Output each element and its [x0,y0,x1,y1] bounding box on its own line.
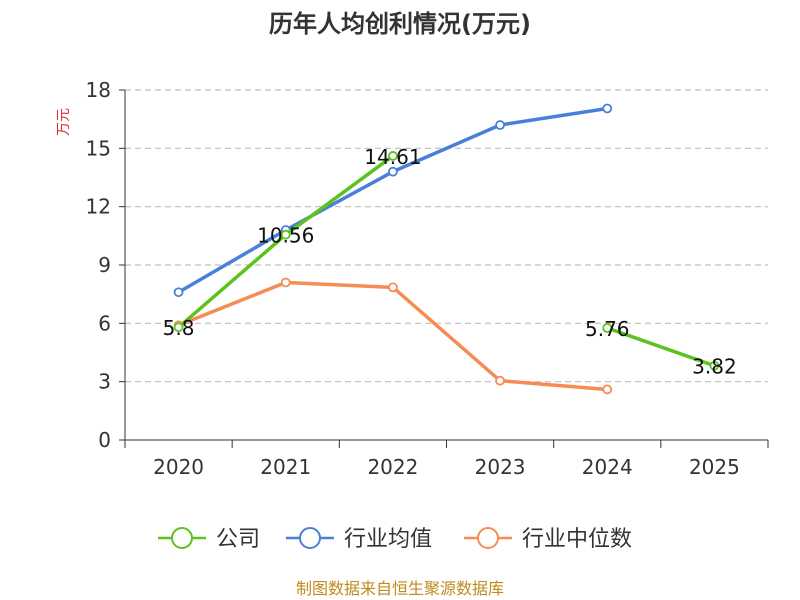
data-point[interactable] [709,360,720,371]
y-tick-label: 18 [86,78,111,102]
y-tick-label: 0 [98,428,111,452]
y-tick-label: 15 [86,136,111,160]
legend-label: 公司 [216,527,260,552]
data-point[interactable] [495,120,505,130]
y-tick-label: 9 [98,253,111,277]
x-tick-label: 2025 [689,455,740,479]
data-point[interactable] [173,287,184,298]
x-tick-label: 2024 [582,455,633,479]
y-tick-label: 6 [98,311,111,335]
legend-item-0[interactable]: 公司 [158,527,260,552]
chart-title: 历年人均创利情况(万元) [269,10,531,38]
source-note: 制图数据来自恒生聚源数据库 [296,579,504,598]
x-tick-label: 2020 [153,455,204,479]
y-axis-label: 万元 [56,108,72,136]
legend-item-2[interactable]: 行业中位数 [464,527,632,552]
data-point[interactable] [388,166,398,177]
data-point[interactable] [495,375,505,386]
data-point[interactable] [173,322,184,333]
data-point[interactable] [280,277,291,288]
data-labels: 5.8 10.56 14.61 5.76 3.82 [163,145,737,379]
series-lines [173,103,720,395]
legend-label: 行业中位数 [522,527,632,552]
data-point[interactable] [602,323,613,333]
legend-item-1[interactable]: 行业均值 [286,527,432,552]
data-label: 10.56 [257,224,314,248]
data-label: 5.76 [585,317,630,341]
axes: 0 3 6 9 12 15 18 2020 2021 2022 2023 2024 2025 [86,78,769,479]
series-line-1 [176,106,609,294]
legend[interactable]: 公司 行业均值 行业中位数 [158,527,632,552]
data-point[interactable] [602,384,613,395]
series-line-0 [605,326,717,368]
data-point[interactable] [280,229,291,240]
x-tick-label: 2021 [260,455,311,479]
data-point[interactable] [388,151,398,161]
y-tick-label: 12 [86,195,111,219]
data-label: 3.82 [692,355,737,379]
legend-swatch-marker [477,527,499,549]
legend-swatch-marker [299,527,321,549]
y-tick-label: 3 [98,370,111,394]
grid-lines [125,89,768,383]
data-point[interactable] [602,103,613,114]
legend-swatch-marker [171,527,193,549]
data-label: 14.61 [364,145,421,169]
data-point[interactable] [388,282,398,293]
x-tick-label: 2023 [475,455,526,479]
series-line-2 [176,280,609,392]
legend-label: 行业均值 [344,527,432,552]
x-tick-label: 2022 [367,455,418,479]
data-label: 5.8 [163,316,195,340]
